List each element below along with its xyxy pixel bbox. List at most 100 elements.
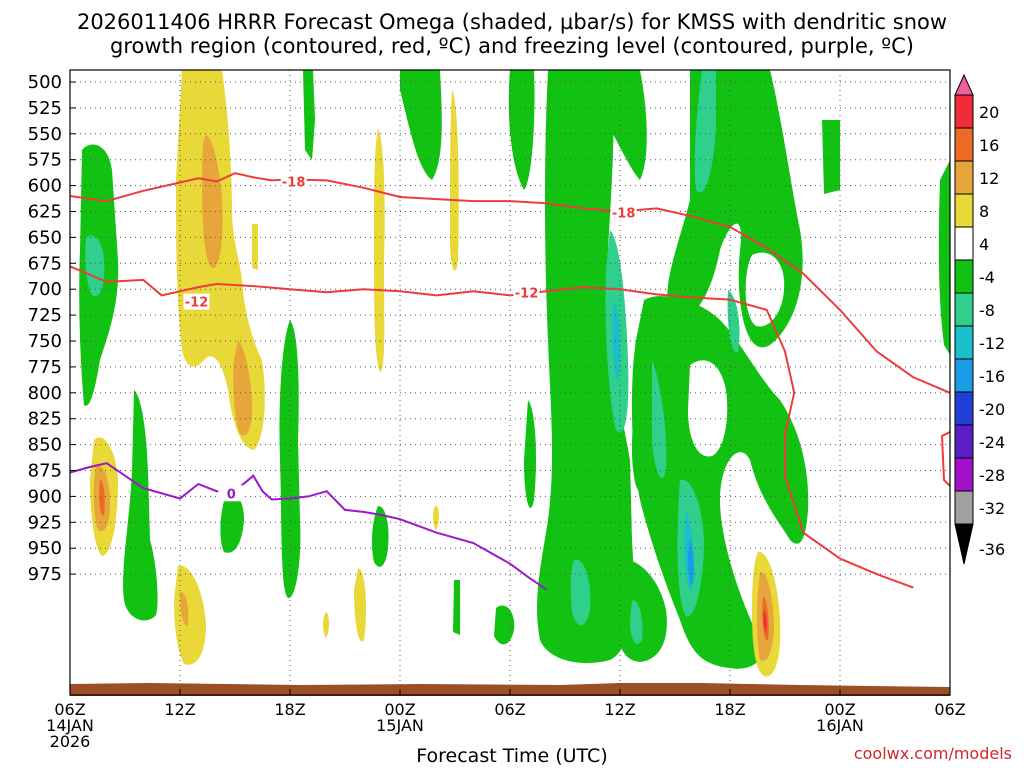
y-tick-label: 775 [28, 357, 62, 378]
x-tick-label: 2026 [50, 732, 91, 751]
omega-region [85, 235, 105, 297]
omega-region [180, 591, 189, 626]
y-tick-label: 700 [28, 279, 62, 300]
colorbar-swatch [954, 94, 974, 129]
colorbar-label: -12 [979, 334, 1005, 353]
omega-region [652, 360, 667, 479]
y-tick-label: 800 [28, 383, 62, 404]
x-tick-label: 14JAN [46, 716, 94, 735]
omega-region [822, 120, 840, 194]
colorbar-label: 20 [979, 103, 999, 122]
omega-region [570, 559, 591, 626]
chart-title-line1: 2026011406 HRRR Forecast Omega (shaded, … [76, 10, 948, 34]
x-tick-label: 15JAN [376, 716, 424, 735]
contour-label: -18 [282, 175, 306, 190]
omega-region [694, 70, 716, 193]
colorbar-label: 8 [979, 202, 989, 221]
y-tick-label: 525 [28, 98, 62, 119]
contour-label-bg [513, 284, 540, 301]
omega-region [612, 300, 621, 380]
dgz-contour-edge [940, 431, 950, 487]
site-credit[interactable]: coolwx.com/models [853, 744, 1012, 763]
contour-label: -18 [612, 207, 636, 222]
colorbar-arrow-top [954, 73, 974, 96]
omega-region [524, 400, 536, 508]
omega-region [99, 480, 105, 516]
omega-region [631, 296, 809, 669]
y-tick-label: 550 [28, 124, 62, 145]
omega-region [303, 70, 315, 160]
x-tick-label: 12Z [604, 700, 635, 719]
omega-region [727, 290, 740, 353]
omega-region [220, 493, 244, 553]
contour-label: -12 [185, 296, 209, 311]
omega-region [630, 600, 643, 644]
freezing-level-contour [70, 462, 548, 591]
y-tick-label: 925 [28, 512, 62, 533]
omega-region [453, 580, 460, 635]
y-tick-label: 825 [28, 409, 62, 430]
omega-hole [745, 252, 785, 327]
colorbar-label: -36 [979, 540, 1005, 559]
omega-region [202, 135, 223, 269]
y-tick-label: 600 [28, 176, 62, 197]
y-tick-label: 900 [28, 486, 62, 507]
omega-region [279, 320, 301, 599]
omega-region [174, 565, 206, 665]
colorbar-arrow-bottom [954, 523, 974, 565]
colorbar-label: -16 [979, 367, 1005, 386]
colorbar-swatch [954, 391, 974, 426]
omega-region [763, 610, 767, 632]
omega-region [687, 540, 695, 585]
x-tick-label: 06Z [494, 700, 525, 719]
x-tick-label: 12Z [164, 700, 195, 719]
contour-label: -12 [515, 286, 539, 301]
colorbar-swatch [954, 160, 974, 195]
x-tick-label: 18Z [714, 700, 745, 719]
colorbar-label: -32 [979, 499, 1005, 518]
y-tick-label: 500 [28, 72, 62, 93]
omega-region [371, 506, 389, 567]
colorbar-label: 16 [979, 136, 999, 155]
omega-region [508, 70, 535, 190]
y-tick-label: 850 [28, 435, 62, 456]
y-tick-label: 750 [28, 331, 62, 352]
colorbar-swatch [954, 259, 974, 294]
x-tick-label: 06Z [934, 700, 965, 719]
colorbar-label: -28 [979, 466, 1005, 485]
colorbar-swatch [954, 193, 974, 228]
omega-region [617, 560, 667, 662]
y-tick-label: 650 [28, 227, 62, 248]
contour-label: 0 [227, 487, 236, 502]
contour-label-bg [183, 293, 210, 310]
y-tick-label: 575 [28, 150, 62, 171]
colorbar-label: -4 [979, 268, 995, 287]
x-tick-label: 16JAN [816, 716, 864, 735]
omega-region [233, 340, 252, 436]
y-tick-label: 725 [28, 305, 62, 326]
omega-region [588, 70, 647, 180]
colorbar-swatch [954, 325, 974, 360]
y-tick-label: 975 [28, 564, 62, 585]
contour-label-bg [610, 204, 637, 221]
y-tick-label: 625 [28, 202, 62, 223]
colorbar-label: 4 [979, 235, 989, 254]
x-tick-label: 06Z [54, 700, 85, 719]
y-tick-label: 950 [28, 538, 62, 559]
omega-region [494, 605, 515, 645]
contour-label-bg [280, 173, 307, 190]
omega-region [354, 568, 366, 642]
colorbar-label: -8 [979, 301, 995, 320]
colorbar-label: -24 [979, 433, 1005, 452]
x-axis-label: Forecast Time (UTC) [416, 745, 608, 767]
x-tick-label: 00Z [824, 700, 855, 719]
omega-region [400, 70, 442, 180]
colorbar-swatch [954, 358, 974, 393]
chart-title-line2: growth region (contoured, red, ºC) and f… [110, 34, 914, 58]
colorbar-swatch [954, 490, 974, 525]
omega-region [374, 128, 385, 372]
x-tick-label: 00Z [384, 700, 415, 719]
omega-region [252, 224, 258, 270]
omega-hole [688, 360, 728, 457]
